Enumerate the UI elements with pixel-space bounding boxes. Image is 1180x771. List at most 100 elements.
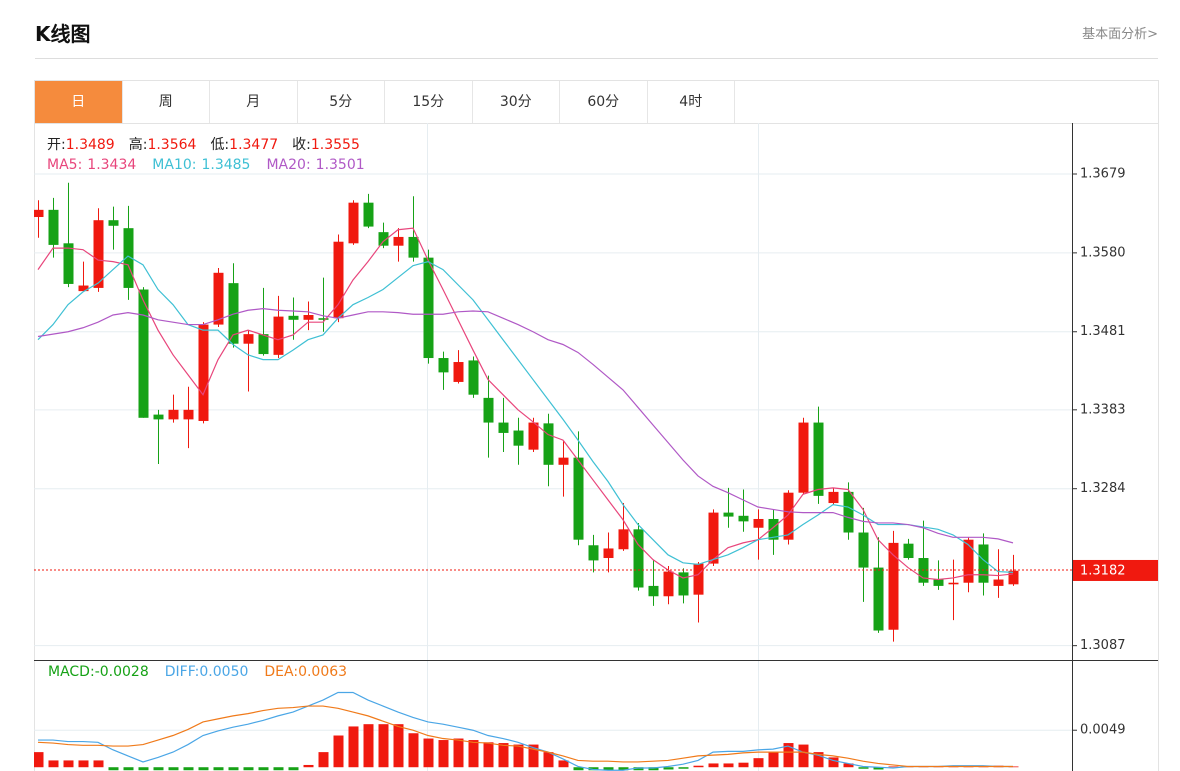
legend-label: MA20:	[266, 157, 311, 173]
macd-bar	[558, 760, 569, 768]
legend-value: 1.3485	[201, 157, 251, 173]
legend: MA5: 1.3434 MA10: 1.3485 MA20: 1.3501	[47, 157, 381, 173]
legend-item: MACD:-0.0028	[48, 664, 149, 680]
macd-bar	[438, 740, 449, 768]
candle-body	[633, 529, 644, 588]
tab[interactable]: 30分	[473, 81, 560, 123]
candle-body	[603, 548, 614, 559]
candle-body	[528, 422, 539, 450]
candle-body	[423, 257, 434, 359]
candle-body	[843, 491, 854, 533]
macd-bar	[258, 767, 269, 771]
macd	[34, 691, 1019, 771]
macd-bar	[423, 738, 434, 768]
candle-body	[348, 202, 359, 244]
ohlc-value: 1.3477	[229, 137, 279, 153]
macd-bar	[243, 767, 254, 771]
candle-body	[378, 232, 389, 246]
macd-bar	[498, 743, 509, 768]
y-tick-label: 1.3580	[1080, 245, 1126, 260]
candle-body	[558, 457, 569, 465]
ohlc-value: 1.3564	[147, 137, 197, 153]
tab[interactable]: 5分	[298, 81, 385, 123]
legend-label: MA10:	[152, 157, 197, 173]
ohlc-label: 低:	[210, 137, 230, 153]
macd-bar	[393, 724, 404, 768]
line-series	[37, 705, 1013, 768]
macd-bar	[138, 767, 149, 771]
legend: MACD:-0.0028 DIFF:0.0050 DEA:0.0063	[48, 664, 363, 680]
candle-body	[978, 544, 989, 583]
candle-body	[93, 220, 104, 288]
candle-body	[678, 572, 689, 596]
macd-bar	[738, 762, 749, 768]
candle-body	[168, 409, 179, 420]
candle-body	[153, 414, 164, 420]
tab-bar: 日周月 5分 15分 30分 60分 4时	[35, 81, 735, 123]
candle-body	[933, 579, 944, 586]
macd-bar	[828, 757, 839, 768]
tab[interactable]: 日	[35, 81, 123, 123]
macd-bar	[888, 766, 899, 768]
fundamentals-link[interactable]: 基本面分析>	[1082, 27, 1158, 42]
ohlc-label: 高:	[128, 137, 148, 153]
tab[interactable]: 4时	[648, 81, 735, 123]
macd-bar	[528, 744, 539, 768]
ohlc-item: 低:1.3477	[210, 137, 278, 153]
candle-body	[78, 285, 89, 292]
tab[interactable]: 月	[210, 81, 298, 123]
candle-body	[1008, 570, 1019, 585]
y-tick-label: 1.3481	[1080, 324, 1126, 339]
macd-bar	[708, 763, 719, 768]
macd-bar	[813, 752, 824, 768]
macd-bar	[48, 760, 59, 768]
legend-value: 0.0063	[298, 664, 348, 680]
tab[interactable]: 15分	[385, 81, 473, 123]
macd-bar	[648, 767, 659, 771]
macd-bar	[693, 765, 704, 768]
tab[interactable]: 周	[123, 81, 210, 123]
macd-bar	[123, 767, 134, 771]
y-tick-label: 1.3383	[1080, 402, 1126, 417]
page-title: K线图	[35, 22, 91, 46]
candle-body	[363, 202, 374, 227]
candle-body	[273, 316, 284, 355]
legend-item: DEA:0.0063	[264, 664, 347, 680]
ohlc-label: 收:	[292, 137, 311, 153]
legend-value: 1.3501	[315, 157, 365, 173]
macd-bar	[798, 744, 809, 768]
macd-bar	[153, 767, 164, 771]
macd-bar	[858, 767, 869, 769]
legend-label: DEA:	[264, 664, 299, 680]
candle-body	[123, 228, 134, 288]
line-series	[38, 691, 1013, 771]
legend-item: MA20: 1.3501	[266, 157, 364, 173]
legend-item: DIFF:0.0050	[165, 664, 249, 680]
macd-bar	[78, 760, 89, 768]
candle-body	[513, 430, 524, 446]
legend-label: MA5:	[47, 157, 83, 173]
macd-bar	[333, 735, 344, 768]
candle-body	[963, 539, 974, 583]
macd-bar	[843, 763, 854, 768]
macd-bar	[603, 767, 614, 771]
ohlc-item: 开:1.3489	[47, 137, 115, 153]
candle-body	[498, 422, 509, 433]
ohlc-item: 收:1.3555	[292, 137, 360, 153]
tab[interactable]: 60分	[560, 81, 648, 123]
macd-bar	[108, 767, 119, 771]
y-tick-label: 1.3679	[1080, 166, 1126, 181]
candle-body	[873, 567, 884, 631]
macd-bar	[228, 767, 239, 771]
macd-bar	[363, 724, 374, 768]
legend-value: 1.3434	[87, 157, 137, 173]
macd-bar	[213, 767, 224, 771]
candle-body	[183, 409, 194, 420]
line-series	[37, 227, 1014, 581]
macd-bar	[34, 752, 44, 768]
macd-bar	[723, 763, 734, 768]
last-price-label: 1.3182	[1080, 563, 1126, 578]
candle-body	[333, 241, 344, 319]
